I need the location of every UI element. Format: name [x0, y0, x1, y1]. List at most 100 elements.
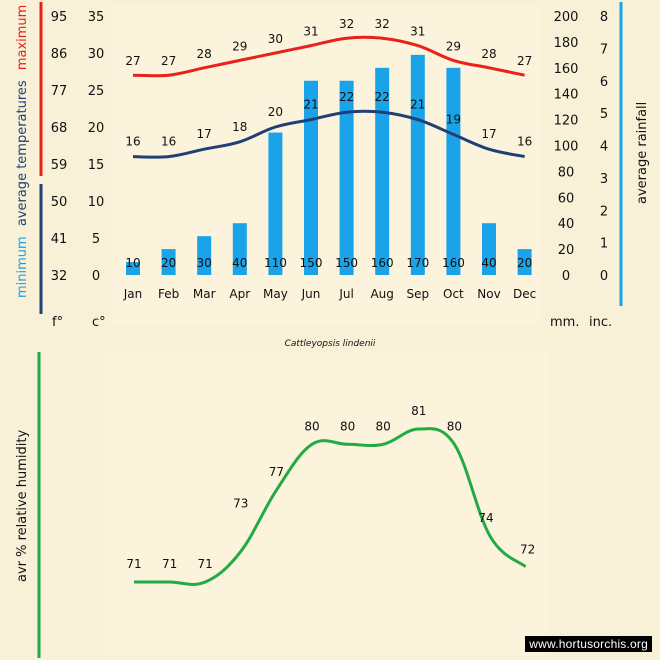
minimum-value-label: 16 [517, 135, 532, 149]
temperature-rainfall-panel [112, 6, 540, 324]
maximum-title: maximum [15, 5, 30, 71]
month-label: Sep [406, 287, 429, 301]
rainfall-bar [482, 223, 496, 275]
month-label: May [263, 287, 288, 301]
inch-tick-label: 8 [600, 10, 608, 25]
fahrenheit-unit-label: f° [52, 315, 63, 330]
rainfall-bar [410, 54, 425, 275]
rainfall-value-label: 40 [232, 256, 247, 270]
humidity-value-label: 80 [340, 419, 355, 433]
maximum-value-label: 31 [410, 25, 425, 39]
humidity-panel [104, 352, 548, 656]
celsius-tick-label: 5 [92, 232, 100, 247]
minimum-title: minimum [15, 236, 30, 298]
inch-tick-label: 6 [600, 75, 608, 90]
month-label: Aug [370, 287, 393, 301]
maximum-value-label: 27 [517, 54, 532, 68]
mm-tick-label: 160 [554, 62, 579, 77]
maximum-value-label: 32 [339, 17, 354, 31]
maximum-value-label: 27 [161, 54, 176, 68]
rainfall-value-label: 150 [335, 256, 358, 270]
rainfall-bar [375, 67, 390, 275]
rainfall-value-label: 110 [264, 256, 287, 270]
mm-tick-label: 0 [562, 269, 570, 284]
fahrenheit-tick-label: 68 [51, 121, 68, 136]
rainfall-bar [304, 80, 318, 275]
celsius-unit-label: c° [92, 315, 106, 330]
maximum-value-label: 29 [446, 39, 461, 53]
celsius-tick-label: 20 [88, 121, 105, 136]
minimum-value-label: 21 [410, 98, 425, 112]
minimum-value-label: 16 [161, 135, 176, 149]
fahrenheit-tick-label: 95 [51, 10, 68, 25]
minimum-value-label: 22 [339, 90, 354, 104]
inch-tick-label: 0 [600, 269, 608, 284]
humidity-value-label: 80 [376, 419, 391, 433]
maximum-value-label: 28 [481, 47, 496, 61]
mm-tick-label: 140 [554, 88, 579, 103]
rainfall-bar [517, 249, 532, 275]
rainfall-bar [161, 249, 176, 275]
rainfall-bar [232, 223, 247, 275]
rainfall-value-label: 30 [197, 256, 212, 270]
rainfall-value-label: 20 [161, 256, 176, 270]
maximum-value-label: 29 [232, 39, 247, 53]
fahrenheit-tick-label: 86 [51, 47, 68, 62]
fahrenheit-tick-label: 77 [51, 84, 68, 99]
rainfall-value-label: 20 [517, 256, 532, 270]
celsius-tick-label: 10 [88, 195, 105, 210]
month-label: Jan [123, 287, 143, 301]
rainfall-bar [339, 80, 354, 275]
maximum-value-label: 27 [125, 54, 140, 68]
inch-tick-label: 7 [600, 42, 608, 57]
month-label: Jun [301, 287, 321, 301]
maximum-temperature-line [132, 35, 525, 78]
minimum-value-label: 21 [303, 98, 318, 112]
minimum-value-label: 22 [375, 90, 390, 104]
average-temperatures-title: average temperatures [15, 80, 30, 226]
minimum-value-label: 18 [232, 120, 247, 134]
maximum-value-label: 32 [375, 17, 390, 31]
mm-tick-label: 40 [558, 217, 575, 232]
humidity-chart-plot: 71 71 71 73 77 80 80 80 81 80 74 72 [126, 404, 535, 586]
mm-tick-label: 200 [554, 10, 579, 25]
inch-tick-label: 3 [600, 172, 608, 187]
rainfall-value-label: 170 [406, 256, 429, 270]
humidity-value-label: 81 [411, 404, 426, 418]
month-label: Feb [158, 287, 179, 301]
rainfall-axis-title: average rainfall [635, 102, 650, 204]
maximum-value-label: 30 [268, 32, 283, 46]
minimum-value-label: 20 [268, 105, 283, 119]
rainfall-bar [268, 132, 283, 275]
rainfall-value-label: 160 [371, 256, 394, 270]
celsius-tick-label: 25 [88, 84, 105, 99]
month-label: Dec [513, 287, 536, 301]
humidity-value-label: 71 [126, 557, 141, 571]
humidity-value-label: 71 [162, 557, 177, 571]
fahrenheit-tick-label: 50 [51, 195, 68, 210]
month-label: Mar [193, 287, 216, 301]
fahrenheit-tick-label: 41 [51, 232, 68, 247]
rainfall-value-label: 10 [125, 256, 140, 270]
humidity-value-label: 74 [478, 511, 493, 525]
rainfall-value-label: 150 [300, 256, 323, 270]
month-label: Oct [443, 287, 464, 301]
rainfall-bar [446, 67, 461, 275]
humidity-value-label: 80 [304, 419, 319, 433]
rainfall-value-label: 40 [481, 256, 496, 270]
mm-tick-label: 20 [558, 243, 575, 258]
month-label: Nov [477, 287, 500, 301]
mm-tick-label: 180 [554, 36, 579, 51]
inch-unit-label: inc. [589, 315, 612, 330]
humidity-value-label: 77 [269, 465, 284, 479]
humidity-value-label: 72 [520, 543, 535, 557]
species-caption: Cattleyopsis lindenii [285, 339, 376, 349]
humidity-value-label: 73 [233, 496, 248, 510]
top-chart-plot: 3241505968778695051015202530350204060801… [51, 10, 608, 301]
mm-tick-label: 100 [554, 140, 579, 155]
minimum-value-label: 17 [481, 127, 496, 141]
minimum-value-label: 19 [446, 112, 461, 126]
minimum-temperature-line [132, 109, 525, 159]
celsius-tick-label: 15 [88, 158, 105, 173]
